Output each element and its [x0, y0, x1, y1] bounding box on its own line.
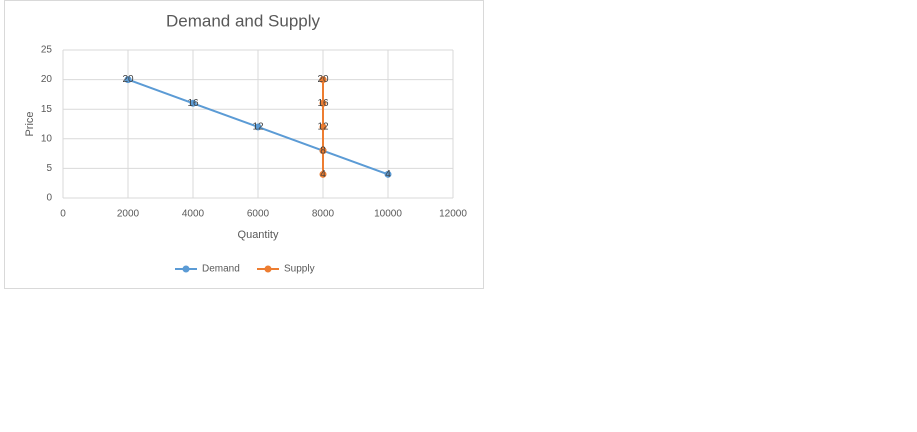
- data-point: [254, 123, 262, 131]
- data-point: [319, 170, 327, 178]
- data-label: 16: [317, 98, 329, 109]
- y-tick-label: 20: [41, 74, 53, 85]
- data-point: [319, 147, 327, 155]
- legend-label: Supply: [284, 264, 315, 275]
- x-tick-label: 10000: [374, 209, 402, 220]
- data-point: [384, 170, 392, 178]
- data-point: [319, 123, 327, 131]
- y-tick-label: 10: [41, 133, 53, 144]
- y-axis-title: Price: [24, 111, 36, 136]
- data-label: 4: [385, 169, 391, 180]
- chart-title: Demand and Supply: [166, 11, 321, 30]
- y-tick-label: 5: [46, 163, 52, 174]
- data-label: 12: [252, 122, 264, 133]
- chart-frame: [4, 0, 484, 289]
- x-tick-label: 0: [60, 209, 66, 220]
- data-label: 8: [320, 145, 326, 156]
- legend-label: Demand: [202, 264, 240, 275]
- data-label: 16: [187, 98, 199, 109]
- x-tick-label: 8000: [312, 209, 335, 220]
- legend-marker: [264, 265, 272, 273]
- legend-marker: [182, 265, 190, 273]
- data-label: 12: [317, 122, 329, 133]
- x-tick-label: 12000: [439, 209, 467, 220]
- data-point: [319, 76, 327, 84]
- data-label: 4: [320, 169, 326, 180]
- y-tick-label: 0: [46, 193, 52, 204]
- x-tick-label: 6000: [247, 209, 270, 220]
- data-label: 20: [122, 74, 134, 85]
- x-tick-label: 2000: [117, 209, 140, 220]
- data-label: 20: [317, 74, 329, 85]
- data-point: [124, 76, 132, 84]
- y-tick-label: 15: [41, 104, 53, 115]
- y-tick-label: 25: [41, 45, 53, 56]
- data-point: [319, 99, 327, 107]
- x-tick-label: 4000: [182, 209, 205, 220]
- x-axis-title: Quantity: [238, 229, 279, 241]
- data-point: [189, 99, 197, 107]
